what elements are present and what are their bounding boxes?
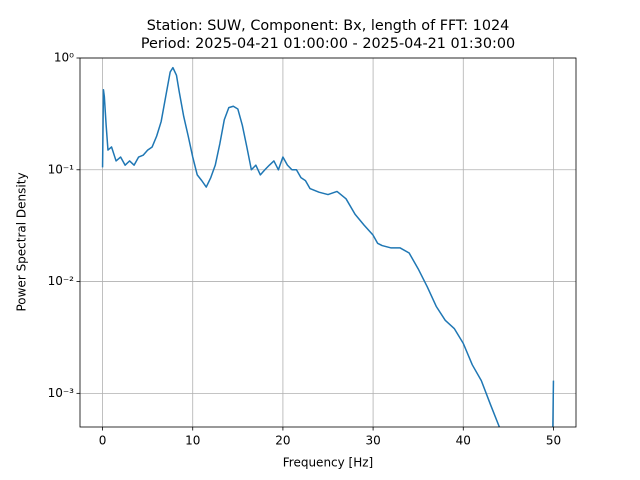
y-axis-label: Power Spectral Density: [15, 172, 29, 311]
x-tick-label: 40: [456, 434, 471, 448]
y-tick-label: 10⁻³: [48, 386, 75, 400]
x-tick-label: 50: [546, 434, 561, 448]
x-tick-label: 10: [185, 434, 200, 448]
plot-frame: [79, 57, 577, 428]
y-tick-label: 10⁻¹: [48, 162, 75, 176]
data-line: [101, 66, 555, 427]
chart-subtitle: Period: 2025-04-21 01:00:00 - 2025-04-21…: [141, 36, 515, 52]
x-tick-label: 30: [365, 434, 380, 448]
chart-title: Station: SUW, Component: Bx, length of F…: [147, 18, 510, 34]
y-tick-label: 10⁰: [54, 51, 74, 65]
y-tick-label: 10⁻²: [48, 274, 75, 288]
x-tick-label: 0: [99, 434, 107, 448]
x-axis-label: Frequency [Hz]: [283, 456, 374, 470]
x-tick-label: 20: [275, 434, 290, 448]
